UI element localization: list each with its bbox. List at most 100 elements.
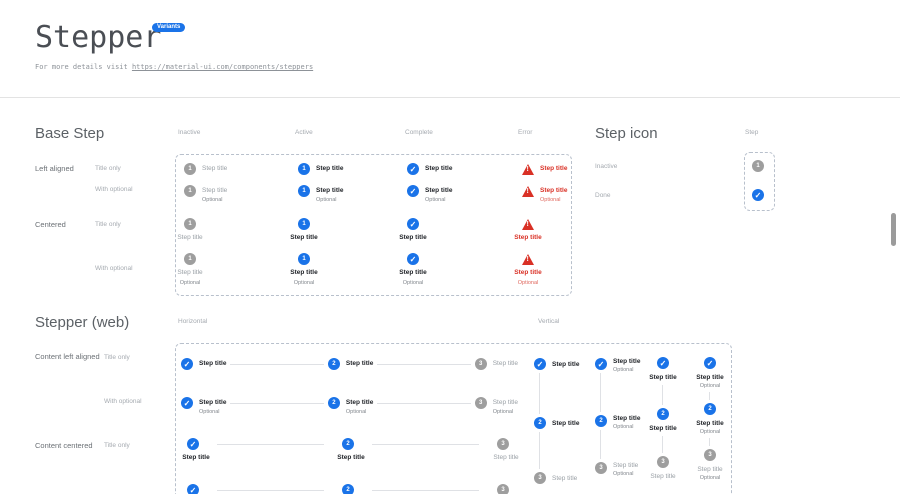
section-heading-stepper-web: Stepper (web) bbox=[35, 314, 130, 331]
check-icon bbox=[407, 218, 419, 230]
step-title: Step title bbox=[492, 399, 519, 406]
step-title: Step title bbox=[316, 187, 344, 194]
material-ui-link[interactable]: https://material-ui.com/components/stepp… bbox=[131, 63, 314, 71]
connector-line bbox=[217, 490, 324, 491]
step-title: Step title bbox=[696, 374, 724, 381]
optional-label: Optional bbox=[699, 475, 721, 481]
check-icon bbox=[187, 484, 199, 494]
variant-group-outline bbox=[744, 152, 775, 211]
step-title: Step title bbox=[316, 165, 344, 172]
optional-label: Optional bbox=[517, 280, 539, 286]
step-title: Step title bbox=[290, 234, 318, 241]
step-number-icon: 2 bbox=[327, 397, 340, 409]
step-number-icon: 1 bbox=[298, 185, 310, 197]
step-title: Step title bbox=[650, 473, 676, 480]
step-title: Step title bbox=[202, 187, 228, 194]
variant-label-title-only: Title only bbox=[104, 442, 130, 449]
step-number-icon: 1 bbox=[184, 218, 196, 230]
column-label-error: Error bbox=[518, 129, 533, 136]
step-title: Step title bbox=[177, 234, 203, 241]
connector-line bbox=[600, 430, 601, 459]
scrollbar-thumb[interactable] bbox=[891, 213, 896, 246]
connector-line bbox=[230, 364, 324, 365]
column-label-inactive: Inactive bbox=[178, 129, 201, 136]
optional-label: Optional bbox=[540, 197, 561, 203]
step-title: Step title bbox=[290, 269, 318, 276]
optional-label: Optional bbox=[199, 409, 220, 415]
step-number-icon: 2 bbox=[704, 403, 716, 415]
base-step-complete: Step title bbox=[407, 163, 452, 175]
step-title: Step title bbox=[425, 165, 453, 172]
variant-label-title-only: Title only bbox=[95, 221, 121, 228]
variant-label-with-optional: With optional bbox=[104, 398, 142, 405]
step-title: Step title bbox=[514, 269, 542, 276]
subtitle: For more details visit https://material-… bbox=[35, 63, 313, 71]
column-label-step: Step bbox=[745, 129, 759, 136]
step-title: Step title bbox=[613, 462, 639, 469]
step-number-icon: 1 bbox=[184, 185, 196, 197]
step-title: Step title bbox=[492, 360, 519, 367]
section-heading-base-step: Base Step bbox=[35, 125, 105, 142]
warning-icon bbox=[522, 164, 534, 175]
base-step-inactive: 1 Step title bbox=[184, 163, 227, 175]
connector-line bbox=[709, 438, 710, 446]
optional-label: Optional bbox=[202, 197, 223, 203]
step-title: Step title bbox=[345, 360, 374, 367]
step-number-icon: 3 bbox=[497, 438, 509, 450]
check-icon bbox=[657, 357, 669, 369]
step-number-icon: 1 bbox=[752, 160, 764, 172]
connector-line bbox=[539, 373, 540, 414]
state-label-inactive: Inactive bbox=[595, 163, 618, 170]
base-step-active-optional: 1 Step title Optional bbox=[298, 185, 343, 203]
step-title: Step title bbox=[493, 454, 519, 461]
step-number-icon: 2 bbox=[342, 438, 354, 450]
base-step-centered-inactive-optional: 1 Step title Optional bbox=[165, 253, 215, 286]
base-step-error: Step title bbox=[522, 163, 567, 175]
step-title: Step title bbox=[696, 420, 724, 427]
step-title: Step title bbox=[399, 234, 427, 241]
step-title: Step title bbox=[697, 466, 723, 473]
step-title: Step title bbox=[540, 187, 568, 194]
variant-group-outline bbox=[175, 343, 732, 494]
step-number-icon: 1 bbox=[298, 163, 310, 175]
variant-label-with-optional: With optional bbox=[95, 265, 133, 272]
optional-label: Optional bbox=[425, 197, 446, 203]
row-label-centered: Centered bbox=[35, 220, 66, 229]
step-number-icon: 3 bbox=[657, 456, 669, 468]
step-title: Step title bbox=[649, 374, 677, 381]
variant-group-outline bbox=[175, 154, 572, 296]
step-title: Step title bbox=[540, 165, 568, 172]
variant-label-title-only: Title only bbox=[95, 165, 121, 172]
variant-label-title-only: Title only bbox=[104, 354, 130, 361]
optional-label: Optional bbox=[699, 383, 721, 389]
step-title: Step title bbox=[199, 399, 227, 406]
column-label-complete: Complete bbox=[405, 129, 433, 136]
connector-line bbox=[600, 373, 601, 412]
step-number-icon: 1 bbox=[184, 253, 196, 265]
optional-label: Optional bbox=[613, 471, 634, 477]
check-icon bbox=[181, 358, 193, 370]
optional-label: Optional bbox=[613, 367, 634, 373]
step-title: Step title bbox=[613, 415, 641, 422]
optional-label: Optional bbox=[699, 429, 721, 435]
step-number-icon: 3 bbox=[704, 449, 716, 461]
step-title: Step title bbox=[177, 269, 203, 276]
step-number-icon: 3 bbox=[595, 462, 607, 474]
base-step-centered-active: 1 Step title bbox=[279, 218, 329, 241]
base-step-centered-complete: Step title bbox=[388, 218, 438, 241]
step-title: Step title bbox=[199, 360, 227, 367]
check-icon bbox=[407, 253, 419, 265]
step-title: Step title bbox=[613, 358, 641, 365]
optional-label: Optional bbox=[179, 280, 201, 286]
step-title: Step title bbox=[345, 399, 374, 406]
step-title: Step title bbox=[399, 269, 427, 276]
base-step-centered-error-optional: Step title Optional bbox=[503, 253, 553, 286]
row-label-left-aligned: Left aligned bbox=[35, 164, 74, 173]
step-number-icon: 3 bbox=[474, 358, 487, 370]
check-icon bbox=[407, 163, 419, 175]
step-number-icon: 2 bbox=[595, 415, 607, 427]
variants-badge[interactable]: Variants bbox=[152, 23, 186, 32]
check-icon bbox=[752, 189, 764, 201]
